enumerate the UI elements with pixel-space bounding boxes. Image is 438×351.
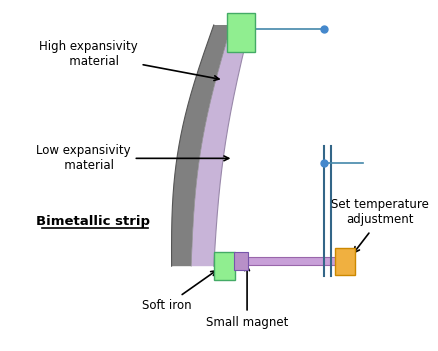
Polygon shape [191,25,250,266]
Text: Soft iron: Soft iron [141,271,215,312]
FancyBboxPatch shape [235,257,340,265]
Polygon shape [171,25,231,266]
Text: Bimetallic strip: Bimetallic strip [36,214,150,227]
Text: Set temperature
adjustment: Set temperature adjustment [331,198,428,226]
Text: High expansivity
   material: High expansivity material [39,40,219,80]
FancyBboxPatch shape [213,252,235,280]
FancyBboxPatch shape [227,13,254,52]
Text: Small magnet: Small magnet [205,266,288,329]
FancyBboxPatch shape [335,247,354,275]
Text: Low expansivity
   material: Low expansivity material [36,144,228,172]
FancyBboxPatch shape [234,252,247,270]
